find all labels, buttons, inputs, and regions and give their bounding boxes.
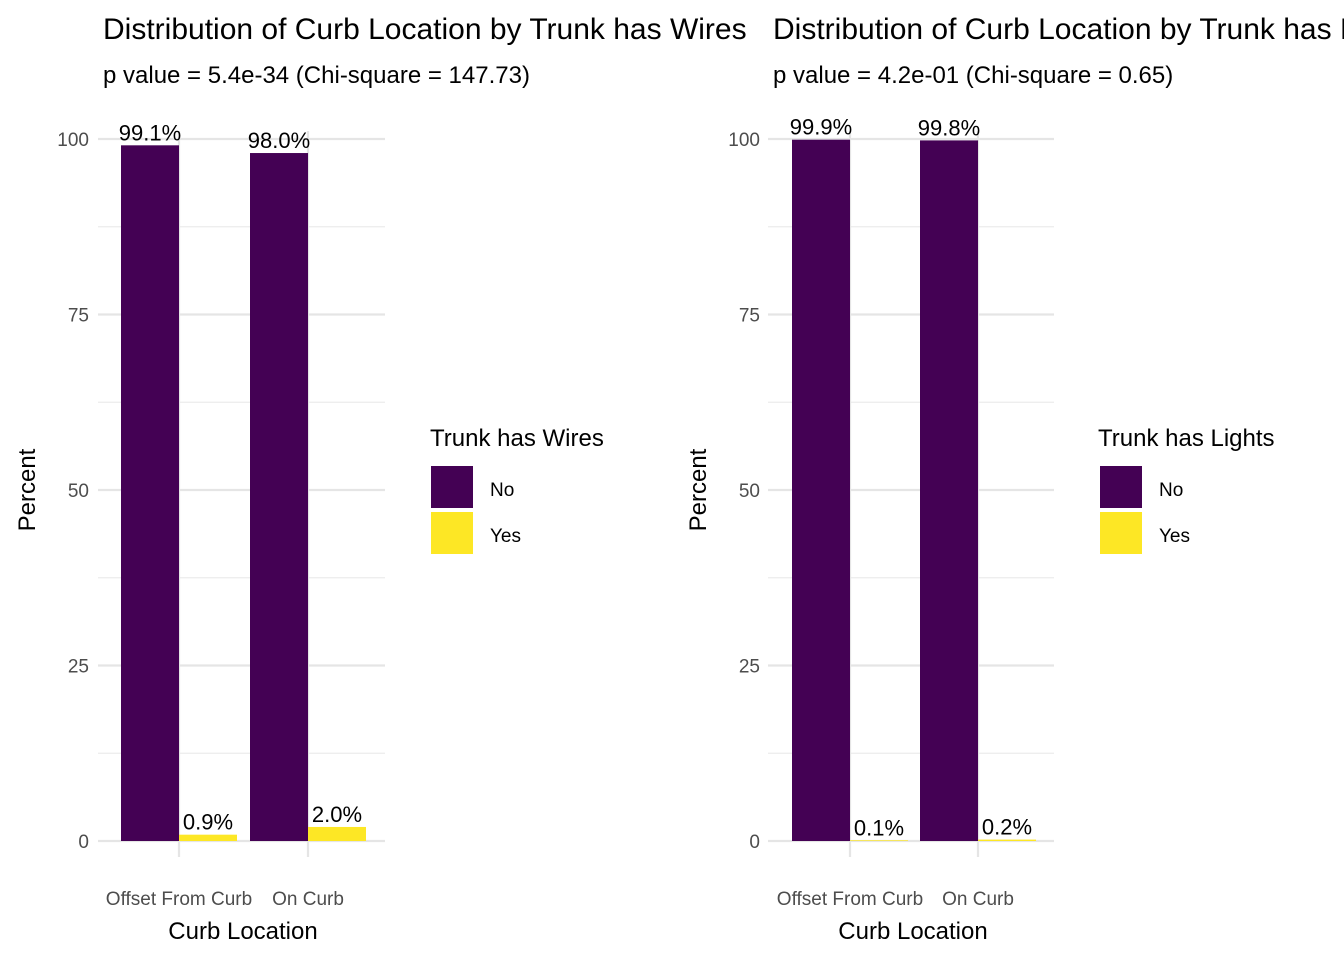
data-label: 2.0% [312,802,362,827]
chart-panel-wires: 99.1% 98.0% 0.9% 2.0% 0 25 50 75 100 Offset From… [14,13,747,945]
data-label: 0.9% [183,810,233,835]
bar-no [250,153,308,842]
y-tick-label: 25 [68,657,89,678]
x-tick-label: On Curb [272,889,344,910]
data-label: 98.0% [248,128,310,153]
data-label: 99.9% [790,115,852,140]
legend-swatch-no [1100,466,1142,508]
legend: Trunk has Lights No Yes [1098,425,1275,554]
chart-subtitle: p value = 5.4e-34 (Chi-square = 147.73) [103,62,530,89]
y-tick-label: 50 [739,481,760,502]
y-tick-label: 100 [57,130,89,151]
bar-yes [850,840,908,841]
data-label: 0.2% [982,815,1032,840]
tick-layer: 0 25 50 75 100 Offset From Curb On Curb [728,130,1014,910]
bar-no [121,145,179,841]
legend-swatch-no [431,466,473,508]
legend-swatch-yes [431,512,473,554]
bar-no [792,139,850,841]
chart-title: Distribution of Curb Location by Trunk h… [103,13,747,46]
legend: Trunk has Wires No Yes [430,425,604,554]
data-label: 0.1% [854,815,904,840]
data-label: 99.1% [119,120,181,145]
y-axis-title: Percent [14,448,41,531]
bar-layer [121,145,366,842]
y-tick-label: 25 [739,657,760,678]
legend-label-yes: Yes [490,526,521,547]
chart-panel-lights: 99.9% 99.8% 0.1% 0.2% 0 25 50 75 100 Offset From… [685,13,1344,945]
x-axis-title: Curb Location [168,918,317,945]
y-tick-label: 75 [68,306,89,327]
bar-layer [792,139,1036,842]
x-axis-title: Curb Location [838,918,987,945]
y-tick-label: 100 [728,130,760,151]
y-tick-label: 0 [749,832,760,853]
bar-yes [978,839,1036,841]
chart-subtitle: p value = 4.2e-01 (Chi-square = 0.65) [773,62,1173,89]
x-tick-label: Offset From Curb [777,889,923,910]
y-axis-title: Percent [685,448,712,531]
data-label: 99.8% [918,115,980,140]
x-tick-label: On Curb [942,889,1014,910]
legend-label-yes: Yes [1159,526,1190,547]
legend-title: Trunk has Wires [430,425,604,452]
legend-label-no: No [1159,480,1183,501]
legend-swatch-yes [1100,512,1142,554]
bar-yes [308,826,366,841]
bar-yes [179,834,237,841]
tick-layer: 0 25 50 75 100 Offset From Curb On Curb [57,130,344,910]
legend-title: Trunk has Lights [1098,425,1275,452]
y-tick-label: 50 [68,481,89,502]
legend-label-no: No [490,480,514,501]
data-label-layer: 99.1% 98.0% 0.9% 2.0% [119,120,362,834]
y-tick-label: 75 [739,306,760,327]
data-label-layer: 99.9% 99.8% 0.1% 0.2% [790,115,1032,841]
x-tick-label: Offset From Curb [106,889,252,910]
chart-title: Distribution of Curb Location by Trunk h… [773,13,1344,46]
y-tick-label: 0 [78,832,89,853]
bar-no [920,140,978,842]
